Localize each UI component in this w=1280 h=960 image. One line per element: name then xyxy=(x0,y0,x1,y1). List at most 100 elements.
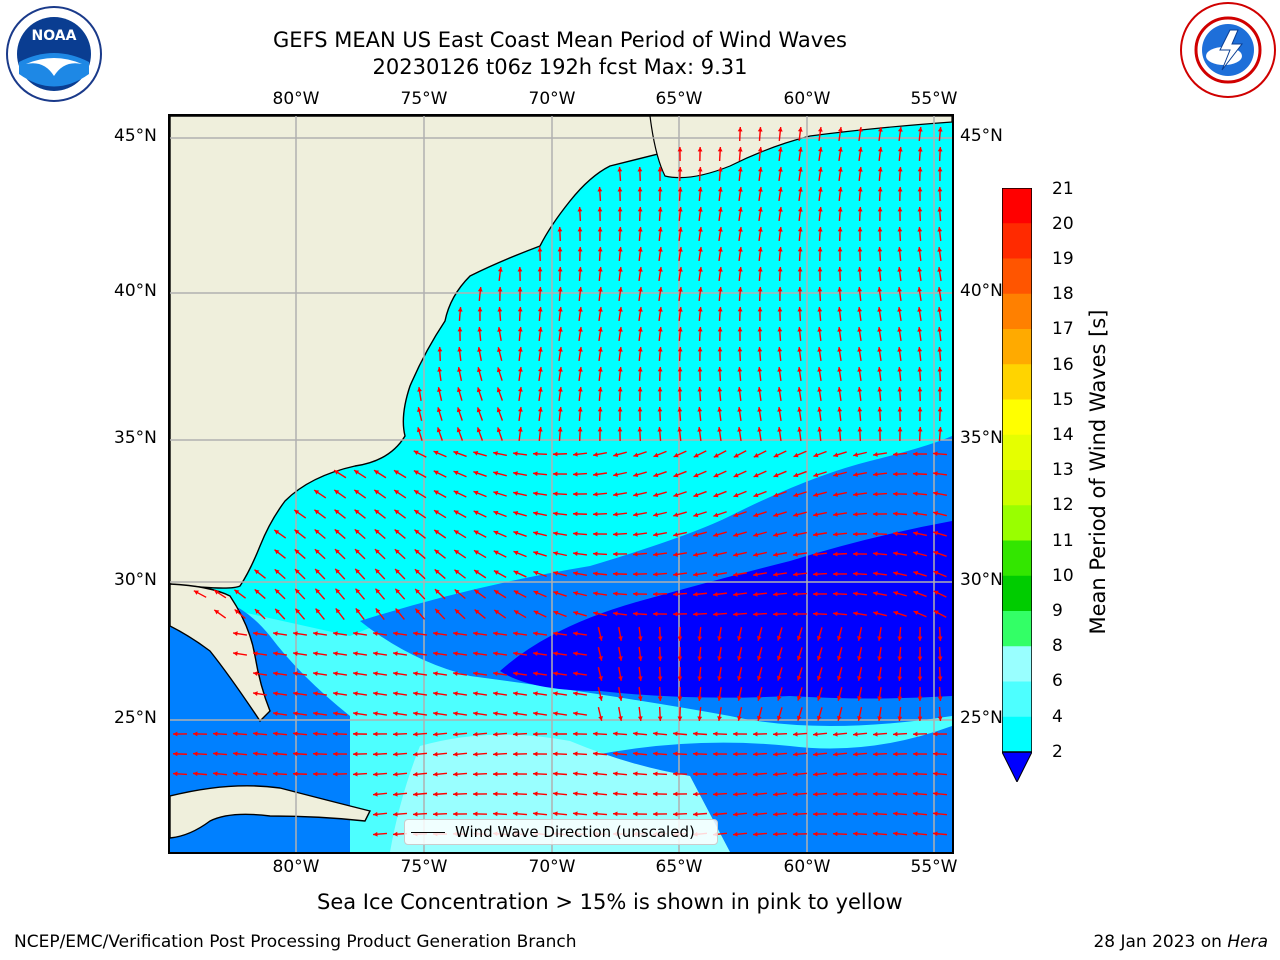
wave-arrow-head xyxy=(813,591,818,597)
wave-arrow-head xyxy=(375,608,381,614)
wave-arrow-head xyxy=(893,590,899,596)
wave-arrow-head xyxy=(753,472,759,478)
wave-arrow-head xyxy=(913,791,918,797)
wave-arrow-head xyxy=(717,716,722,721)
wave-arrow-head xyxy=(573,811,578,817)
wave-arrow-head xyxy=(395,588,401,594)
wave-arrow-head xyxy=(737,167,743,172)
wave-arrow-head xyxy=(597,427,603,432)
wave-arrow-head xyxy=(613,771,618,777)
wave-arrow-head xyxy=(598,695,603,701)
map-svg xyxy=(170,116,952,852)
wave-arrow-head xyxy=(917,207,923,212)
map-panel[interactable] xyxy=(168,114,954,854)
wave-arrow-head xyxy=(753,591,758,597)
wave-arrow-head xyxy=(937,387,943,392)
wave-arrow-head xyxy=(533,511,538,516)
wave-arrow-head xyxy=(373,791,378,797)
wave-arrow-head xyxy=(598,715,603,721)
wave-arrow-head xyxy=(294,529,300,535)
wave-arrow-head xyxy=(637,207,643,212)
wave-arrow-head xyxy=(713,552,718,557)
wave-arrow-head xyxy=(313,711,318,716)
wave-arrow-head xyxy=(618,636,623,641)
wave-arrow-head xyxy=(414,549,420,555)
wave-arrow-head xyxy=(753,572,758,577)
colorbar-cell xyxy=(1002,364,1032,400)
wave-arrow-head xyxy=(897,207,903,212)
wave-arrow-head xyxy=(933,491,938,496)
wave-arrow-head xyxy=(877,367,883,372)
wave-arrow-head xyxy=(493,651,498,656)
wave-arrow-head xyxy=(453,791,458,797)
wave-arrow-head xyxy=(513,530,519,536)
wave-arrow-head xyxy=(653,791,658,797)
wave-arrow-head xyxy=(913,731,918,737)
wave-arrow-head xyxy=(553,471,558,477)
wave-arrow-head xyxy=(333,771,338,777)
wave-arrow-head xyxy=(657,247,663,252)
wave-arrow-head xyxy=(877,636,882,641)
wave-arrow-head xyxy=(315,569,320,574)
wave-arrow-head xyxy=(753,492,759,498)
wave-arrow-head xyxy=(553,791,558,797)
wave-arrow-head xyxy=(837,427,843,432)
wave-arrow-head xyxy=(757,675,762,681)
wave-arrow-head xyxy=(533,771,538,777)
wave-arrow-head xyxy=(617,227,623,232)
wave-arrow-head xyxy=(573,491,578,497)
legend-line-symbol xyxy=(411,832,445,833)
wave-arrow-head xyxy=(813,811,818,817)
wave-arrow-head xyxy=(717,367,723,372)
wave-arrow-head xyxy=(677,676,683,681)
wave-arrow-head xyxy=(295,588,300,594)
wave-arrow-head xyxy=(776,715,782,721)
wave-arrow-head xyxy=(435,608,440,614)
wave-arrow-head xyxy=(677,716,683,721)
wave-arrow-head xyxy=(937,127,943,132)
wave-arrow-head xyxy=(598,307,603,312)
wave-arrow-head xyxy=(797,367,803,372)
wave-arrow-head xyxy=(333,651,338,656)
footer-date-text: 28 Jan 2023 on xyxy=(1093,932,1222,952)
wave-arrow-head xyxy=(593,571,598,577)
wave-arrow-head xyxy=(693,572,698,577)
wave-arrow-head xyxy=(433,811,438,817)
wave-arrow-head xyxy=(837,247,843,252)
wave-arrow-head xyxy=(913,471,918,477)
wave-arrow-head xyxy=(677,636,683,641)
wave-arrow-head xyxy=(853,731,858,737)
wave-arrow-head xyxy=(434,589,440,594)
wave-arrow-head xyxy=(434,549,440,555)
wave-arrow-head xyxy=(637,636,643,641)
wave-arrow-head xyxy=(355,608,361,614)
wave-arrow-head xyxy=(793,532,798,537)
wave-arrow-head xyxy=(917,367,923,372)
wave-arrow-head xyxy=(513,771,518,777)
wave-arrow-head xyxy=(777,267,783,272)
wave-arrow-head xyxy=(917,636,923,641)
wave-arrow-head xyxy=(877,227,883,232)
wave-arrow-head xyxy=(837,187,843,192)
wave-arrow-head xyxy=(637,167,643,172)
wave-arrow-head xyxy=(577,387,583,392)
wave-arrow-head xyxy=(673,452,679,458)
wave-arrow-head xyxy=(758,187,763,192)
colorbar-cell xyxy=(1002,716,1032,753)
wave-arrow-head xyxy=(897,676,903,681)
wave-arrow-head xyxy=(313,751,318,757)
wave-arrow-head xyxy=(453,631,458,636)
wave-arrow-head xyxy=(713,731,718,737)
wave-arrow-head xyxy=(777,367,783,372)
wave-arrow-head xyxy=(597,247,603,252)
wave-arrow-head xyxy=(354,529,360,535)
wave-arrow-head xyxy=(274,589,280,594)
lat-label-left-25n: 25°N xyxy=(114,708,157,728)
wave-arrow-head xyxy=(353,631,358,636)
wave-arrow-head xyxy=(393,751,398,757)
wave-arrow-head xyxy=(457,367,462,372)
wave-arrow-head xyxy=(837,715,842,721)
wave-arrow-head xyxy=(577,307,583,312)
wave-arrow-head xyxy=(497,347,502,353)
wave-arrow-head xyxy=(473,731,478,737)
